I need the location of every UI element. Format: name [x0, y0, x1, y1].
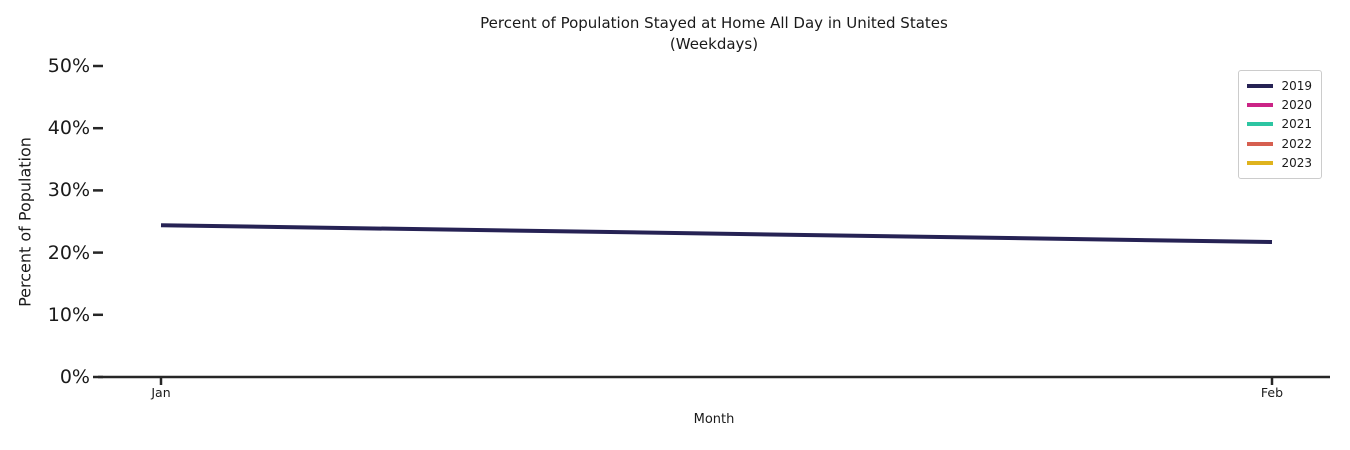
- legend-item-2023: 2023: [1247, 154, 1312, 173]
- legend: 2019 2020 2021 2022 2023: [1238, 70, 1322, 179]
- legend-swatch-2021: [1247, 122, 1274, 127]
- y-tick-label: 20%: [47, 241, 90, 264]
- y-tick-label: 50%: [47, 55, 90, 77]
- chart-title: Percent of Population Stayed at Home All…: [480, 14, 948, 32]
- legend-label: 2021: [1281, 117, 1312, 132]
- y-tick-label: 0%: [59, 366, 90, 388]
- series-line-2019: [160, 223, 1273, 245]
- legend-label: 2023: [1281, 156, 1312, 171]
- y-tick-label: 30%: [47, 179, 90, 202]
- legend-swatch-2022: [1247, 141, 1274, 146]
- y-tick-label: 10%: [47, 303, 90, 326]
- legend-label: 2022: [1281, 136, 1312, 151]
- y-tick-label: 40%: [47, 117, 90, 140]
- x-tick-label: Jan: [151, 385, 171, 400]
- legend-label: 2019: [1281, 78, 1312, 93]
- legend-swatch-2020: [1247, 103, 1274, 108]
- x-axis-title: Month: [693, 412, 735, 427]
- legend-item-2022: 2022: [1247, 134, 1312, 153]
- x-tick-label: Feb: [1260, 385, 1284, 400]
- legend-item-2020: 2020: [1247, 95, 1312, 114]
- y-axis-title: Percent of Population: [15, 137, 35, 307]
- chart-title-block: Percent of Population Stayed at Home All…: [98, 13, 1330, 55]
- chart-subtitle: (Weekdays): [669, 35, 759, 53]
- legend-item-2019: 2019: [1247, 76, 1312, 95]
- legend-item-2021: 2021: [1247, 115, 1312, 134]
- legend-swatch-2019: [1247, 83, 1274, 88]
- legend-label: 2020: [1281, 98, 1312, 113]
- legend-swatch-2023: [1247, 161, 1274, 166]
